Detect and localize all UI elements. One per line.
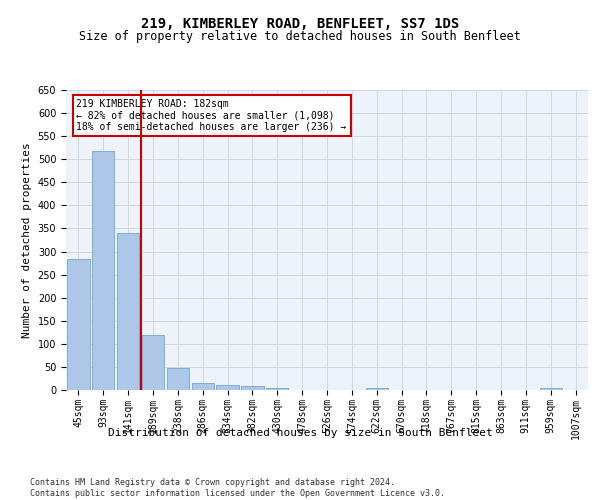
- Text: Size of property relative to detached houses in South Benfleet: Size of property relative to detached ho…: [79, 30, 521, 43]
- Bar: [191, 382, 214, 390]
- Bar: [365, 388, 388, 390]
- Text: Distribution of detached houses by size in South Benfleet: Distribution of detached houses by size …: [107, 428, 493, 438]
- Bar: [142, 334, 164, 390]
- Bar: [241, 386, 263, 390]
- Bar: [92, 152, 115, 390]
- Y-axis label: Number of detached properties: Number of detached properties: [22, 142, 32, 338]
- Bar: [539, 388, 562, 390]
- Bar: [117, 233, 139, 390]
- Bar: [266, 388, 289, 390]
- Text: 219 KIMBERLEY ROAD: 182sqm
← 82% of detached houses are smaller (1,098)
18% of s: 219 KIMBERLEY ROAD: 182sqm ← 82% of deta…: [76, 99, 347, 132]
- Text: 219, KIMBERLEY ROAD, BENFLEET, SS7 1DS: 219, KIMBERLEY ROAD, BENFLEET, SS7 1DS: [141, 18, 459, 32]
- Bar: [167, 368, 189, 390]
- Text: Contains HM Land Registry data © Crown copyright and database right 2024.
Contai: Contains HM Land Registry data © Crown c…: [30, 478, 445, 498]
- Bar: [67, 260, 89, 390]
- Bar: [217, 385, 239, 390]
